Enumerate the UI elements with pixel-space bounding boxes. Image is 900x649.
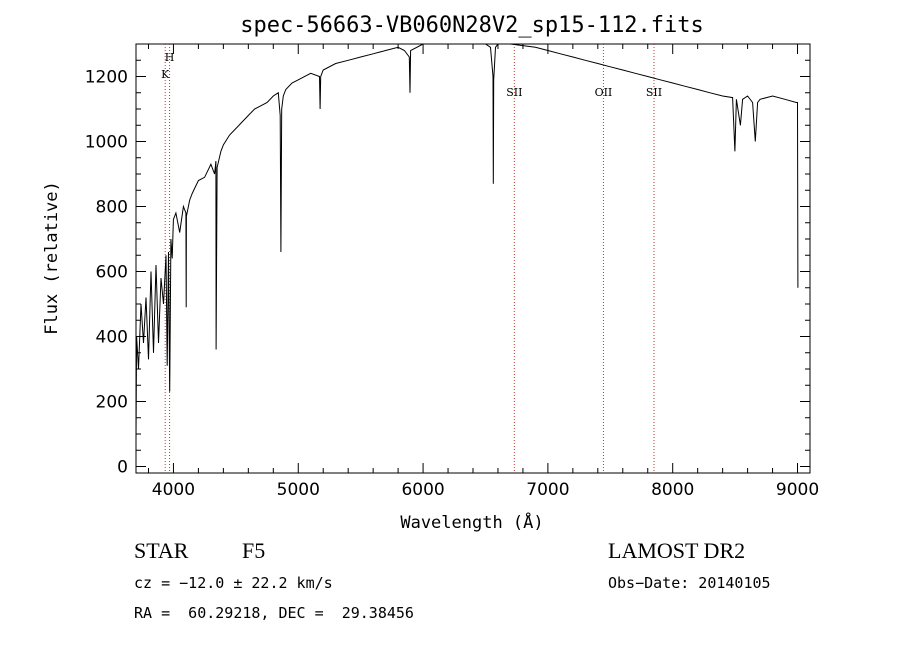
y-axis-label: Flux (relative) (42, 181, 62, 335)
x-tick-label: 5000 (277, 480, 320, 500)
x-tick-label: 6000 (401, 480, 444, 500)
observation-date: Obs−Date: 20140105 (608, 574, 771, 592)
x-tick-label: 8000 (651, 480, 694, 500)
emission-line-markers: HK SII OII SII (161, 44, 662, 473)
object-subclass: F5 (242, 538, 266, 563)
marker-label-oii: OII (595, 86, 613, 99)
y-tick-label: 0 (117, 458, 128, 478)
survey-name: LAMOST DR2 (608, 538, 746, 563)
x-axis-label: Wavelength (Å) (400, 511, 543, 533)
marker-label-sii: SII (646, 86, 662, 99)
x-tick-label: 7000 (526, 480, 569, 500)
marker-label-h: H (165, 51, 175, 64)
y-tick-label: 400 (96, 328, 128, 348)
spectrum-line (135, 43, 799, 441)
y-tick-label: 800 (96, 198, 128, 218)
chart-title: spec-56663-VB060N28V2_sp15-112.fits (240, 13, 704, 38)
x-tick-labels: 4000 5000 6000 7000 8000 9000 (152, 480, 819, 500)
y-tick-label: 200 (96, 393, 128, 413)
y-tick-label: 1000 (85, 133, 128, 153)
object-class: STAR (134, 538, 189, 563)
y-tick-label: 600 (96, 263, 128, 283)
x-tick-label: 4000 (152, 480, 195, 500)
redshift-velocity: cz = −12.0 ± 22.2 km/s (134, 574, 333, 592)
spectrum-chart: spec-56663-VB060N28V2_sp15-112.fits 4000… (42, 13, 819, 533)
coordinates: RA = 60.29218, DEC = 29.38456 (134, 604, 414, 622)
spectrum-series (135, 43, 799, 441)
x-tick-label: 9000 (776, 480, 819, 500)
y-tick-labels: 0 200 400 600 800 1000 1200 (85, 68, 128, 478)
marker-label-k: K (161, 68, 170, 81)
y-tick-label: 1200 (85, 68, 128, 88)
marker-label-sii: SII (506, 86, 522, 99)
plot-frame (135, 43, 811, 474)
axis-ticks (136, 43, 810, 473)
